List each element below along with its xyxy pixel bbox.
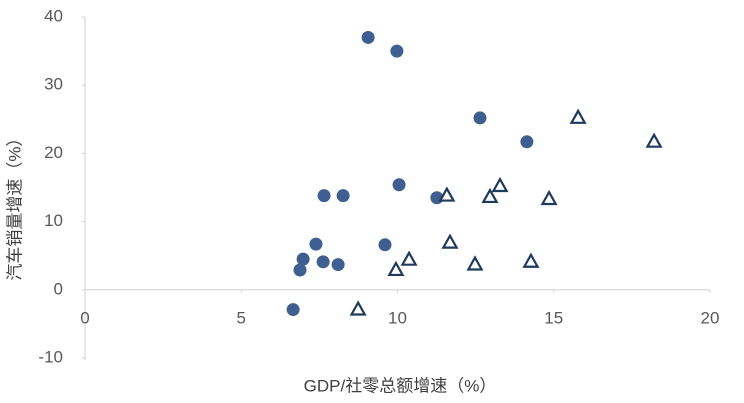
circle-point [392, 178, 406, 192]
triangle-point [349, 300, 367, 316]
circle-point [296, 252, 310, 266]
triangle-point [491, 176, 509, 193]
y-tick-label: 30 [44, 75, 63, 94]
triangle-point [540, 189, 558, 206]
circle-point [390, 44, 404, 58]
x-axis-title: GDP/社零总额增速（%） [304, 376, 497, 395]
circle-point [473, 111, 487, 125]
x-tick-label: 0 [80, 308, 89, 327]
y-tick-label: 10 [44, 211, 63, 230]
triangle-point [569, 108, 587, 124]
y-axis-title: 汽车销量增速（%） [5, 129, 24, 280]
x-tick-label: 15 [544, 308, 563, 327]
circle-point [316, 255, 330, 269]
circle-point [331, 258, 345, 272]
circle-point [520, 135, 534, 149]
x-tick-label: 20 [701, 308, 720, 327]
x-tick-label: 5 [237, 308, 246, 327]
triangle-point [387, 260, 405, 277]
circle-point [378, 238, 392, 252]
circle-point [317, 189, 331, 203]
circle-point [293, 263, 307, 277]
y-tick-label: 20 [44, 143, 63, 162]
triangle-point [438, 186, 456, 202]
circle-point [361, 30, 375, 44]
triangle-point [466, 255, 484, 271]
circle-point [336, 189, 350, 203]
triangle-point [441, 233, 459, 249]
triangle-point [481, 187, 499, 204]
triangle-point [522, 252, 540, 268]
x-tick-label: 10 [388, 308, 407, 327]
y-tick-label: -10 [38, 347, 63, 366]
circle-point [286, 303, 300, 317]
triangle-point [645, 132, 663, 148]
triangle-point [400, 250, 418, 266]
y-tick-label: 0 [54, 279, 63, 298]
circle-point [309, 237, 323, 251]
y-tick-label: 40 [44, 6, 63, 25]
